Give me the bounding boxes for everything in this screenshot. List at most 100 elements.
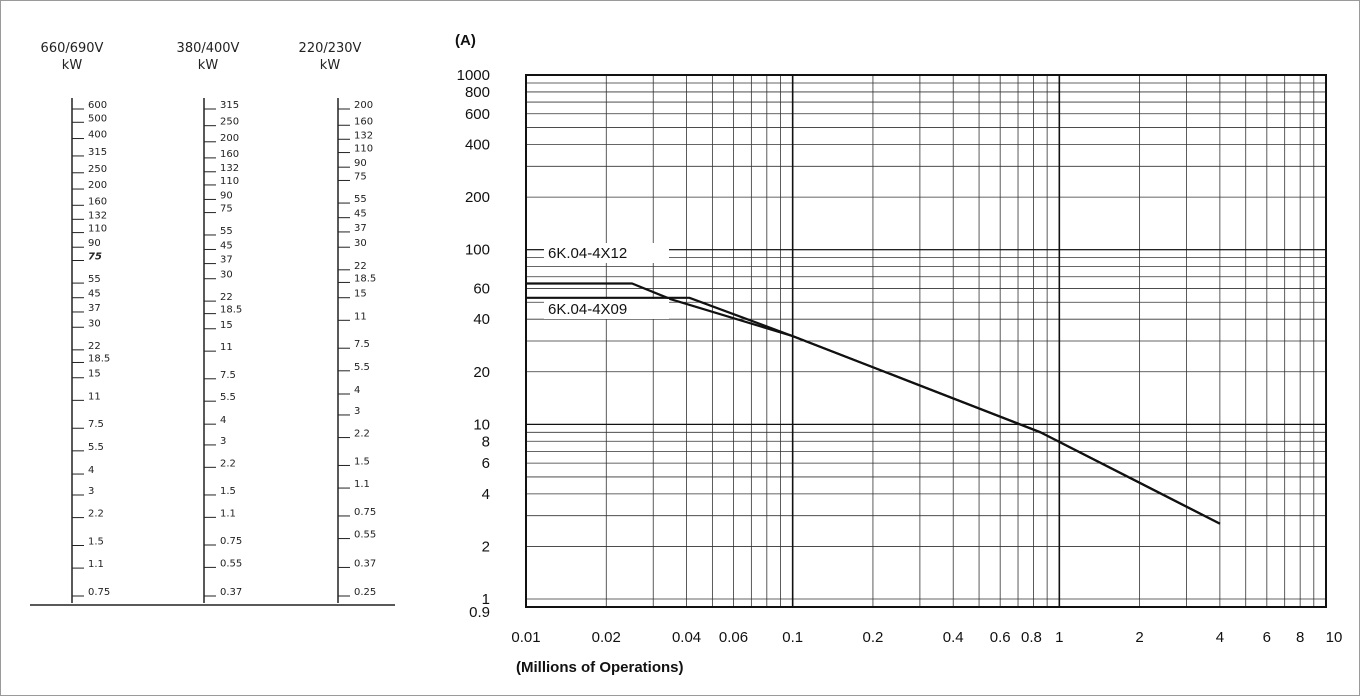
scale-tick-label: 1.1: [88, 559, 104, 570]
scale-tick-label: 7.5: [354, 339, 370, 350]
x-tick-label: 6: [1263, 629, 1271, 646]
scale-tick-label: 2.2: [220, 458, 236, 469]
scale-tick-label: 22: [88, 341, 101, 352]
y-tick-label: 600: [465, 106, 490, 123]
y-tick-label: 1000: [457, 67, 490, 84]
scale-tick-label: 3: [88, 486, 94, 497]
x-tick-label: 0.2: [863, 629, 884, 646]
x-tick-label: 10: [1326, 629, 1343, 646]
scale-tick-label: 3: [220, 436, 226, 447]
scale-tick-label: 4: [220, 415, 226, 426]
scale-tick-label: 30: [88, 318, 101, 329]
y-tick-label: 1: [482, 591, 490, 608]
scale-unit-header: kW: [62, 58, 83, 73]
scale-tick-label: 55: [220, 226, 233, 237]
scale-tick-label: 90: [220, 190, 233, 201]
scale-tick-label: 4: [88, 465, 94, 476]
scale-tick-label: 0.37: [354, 558, 376, 569]
scale-tick-label: 15: [88, 369, 101, 380]
scale-tick-label: 110: [88, 224, 107, 235]
scale-tick-label: 160: [354, 116, 373, 127]
scale-tick-label: 4: [354, 385, 360, 396]
scale-tick-label: 3: [354, 406, 360, 417]
scale-tick-label: 0.37: [220, 587, 242, 598]
y-tick-label: 6: [482, 455, 490, 472]
y-tick-label: 2: [482, 538, 490, 555]
y-tick-label: 10: [473, 416, 490, 433]
series-label-bg: [544, 243, 669, 263]
scale-tick-label: 5.5: [354, 362, 370, 373]
scale-tick-label: 110: [220, 176, 239, 187]
scale-tick-label: 22: [354, 261, 367, 272]
scale-tick-label: 1.1: [220, 508, 236, 519]
series-line-6k-04-4x09: [526, 296, 1221, 525]
scale-tick-label: 1.5: [354, 456, 370, 467]
scale-tick-label: 132: [88, 210, 107, 221]
x-axis-label: (Millions of Operations): [516, 659, 684, 676]
y-tick-label: 400: [465, 137, 490, 154]
scale-tick-label: 250: [220, 117, 239, 128]
scale-tick-label: 90: [354, 158, 367, 169]
y-tick-label: 40: [473, 311, 490, 328]
scale-tick-label: 30: [220, 270, 233, 281]
scale-tick-label: 7.5: [220, 370, 236, 381]
y-tick-label: 60: [473, 280, 490, 297]
y-tick-label: 100: [465, 242, 490, 259]
y-axis-label: (A): [455, 32, 476, 49]
scale-unit-header: kW: [320, 58, 341, 73]
scale-tick-label: 600: [88, 100, 107, 111]
scale-tick-label: 0.55: [354, 530, 376, 541]
scale-tick-label: 500: [88, 113, 107, 124]
scale-tick-label: 200: [354, 100, 373, 111]
scale-tick-label: 5.5: [88, 442, 104, 453]
series-label-bg: [544, 299, 669, 319]
x-tick-label: 0.1: [782, 629, 803, 646]
x-tick-label: 0.4: [943, 629, 964, 646]
scale-tick-label: 45: [220, 240, 233, 251]
scale-tick-label: 11: [88, 391, 101, 402]
scale-tick-label: 11: [354, 311, 367, 322]
scale-tick-label: 0.55: [220, 558, 242, 569]
current-vs-operations-chart: (A) 100080060040020010060402010864210.9 …: [455, 32, 1343, 676]
scale-voltage-header: 220/230V: [299, 41, 362, 56]
x-tick-label: 1: [1055, 629, 1063, 646]
scale-tick-label: 200: [88, 180, 107, 191]
y-tick-label: 200: [465, 189, 490, 206]
scale-voltage-header: 380/400V: [177, 41, 240, 56]
scale-tick-label: 22: [220, 292, 233, 303]
plot-frame: [525, 74, 1327, 608]
scale-tick-label: 55: [88, 274, 101, 285]
scale-tick-label: 2.2: [88, 509, 104, 520]
x-tick-label: 4: [1216, 629, 1224, 646]
y-tick-label: 20: [473, 364, 490, 381]
scale-tick-label: 132: [220, 163, 239, 174]
x-tick-label: 0.8: [1021, 629, 1042, 646]
motor-power-scales: 660/690VkW600500400315250200160132110907…: [30, 41, 395, 606]
scale-tick-label: 18.5: [220, 305, 242, 316]
scale-tick-label: 55: [354, 194, 367, 205]
scale-tick-label: 110: [354, 144, 373, 155]
scale-tick-label: 0.25: [354, 587, 376, 598]
scale-tick-label: 160: [88, 196, 107, 207]
scale-tick-label: 0.75: [88, 587, 110, 598]
scale-tick-label: 15: [220, 320, 233, 331]
scale-tick-label: 30: [354, 238, 367, 249]
x-tick-label: 0.02: [592, 629, 621, 646]
scale-tick-label: 2.2: [354, 429, 370, 440]
x-tick-label: 8: [1296, 629, 1304, 646]
series-label: 6K.04-4X09: [548, 301, 627, 318]
scale-tick-label: 75: [354, 171, 367, 182]
scale-tick-label: 250: [88, 164, 107, 175]
scale-tick-label: 18.5: [88, 353, 110, 364]
scale-tick-label: 7.5: [88, 419, 104, 430]
x-tick-label: 2: [1135, 629, 1143, 646]
y-tick-label: 4: [482, 486, 490, 503]
scale-tick-label: 1.1: [354, 479, 370, 490]
scale-tick-label: 5.5: [220, 392, 236, 403]
scale-tick-label: 132: [354, 130, 373, 141]
scale-tick-label: 11: [220, 342, 233, 353]
scale-tick-label: 75: [88, 251, 102, 262]
x-tick-label: 0.04: [672, 629, 701, 646]
scale-tick-label: 400: [88, 130, 107, 141]
